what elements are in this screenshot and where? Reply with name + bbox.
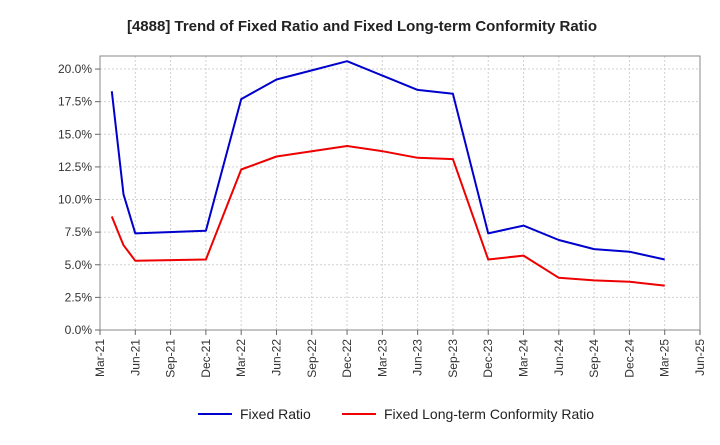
x-tick-label: Sep-21 xyxy=(164,339,178,378)
x-tick-label: Jun-25 xyxy=(693,339,707,376)
legend-label-fixed-ratio: Fixed Ratio xyxy=(240,406,311,422)
x-tick-label: Mar-22 xyxy=(234,339,248,377)
y-tick-label: 15.0% xyxy=(58,127,92,141)
y-tick-label: 7.5% xyxy=(65,225,93,239)
x-tick-label: Dec-21 xyxy=(199,339,213,378)
x-tick-label: Dec-24 xyxy=(622,339,636,378)
legend: Fixed Ratio Fixed Long-term Conformity Ra… xyxy=(198,406,594,422)
grid-lines xyxy=(99,56,701,331)
x-tick-label: Sep-22 xyxy=(305,339,319,378)
x-tick-label: Mar-23 xyxy=(375,339,389,377)
x-tick-label: Jun-21 xyxy=(128,339,142,376)
y-tick-label: 5.0% xyxy=(65,258,93,272)
plot-area-frame xyxy=(99,55,701,331)
series-lines xyxy=(110,60,665,287)
y-tick-label: 2.5% xyxy=(65,290,93,304)
y-tick-label: 20.0% xyxy=(58,62,92,76)
series-line-fixed-ratio xyxy=(110,60,665,261)
x-tick-label: Mar-24 xyxy=(517,339,531,377)
x-tick-label: Sep-23 xyxy=(446,339,460,378)
y-tick-label: 12.5% xyxy=(58,160,92,174)
y-tick-label: 10.0% xyxy=(58,193,92,207)
x-tick-label: Jun-22 xyxy=(269,339,283,376)
series-line-fixed-long-term-conformity-ratio xyxy=(110,145,665,287)
chart-title: [4888] Trend of Fixed Ratio and Fixed Lo… xyxy=(127,18,597,35)
y-axis: 0.0% 2.5% 5.0% 7.5% 10.0% 12.5% 15.0% 17.5% 20.0… xyxy=(58,62,100,337)
x-tick-label: Dec-22 xyxy=(340,339,354,378)
x-tick-label: Sep-24 xyxy=(587,339,601,378)
legend-label-fixed-long-term-conformity-ratio: Fixed Long-term Conformity Ratio xyxy=(384,406,594,422)
x-tick-label: Jun-23 xyxy=(411,339,425,376)
x-tick-label: Mar-21 xyxy=(93,339,107,377)
x-tick-label: Dec-23 xyxy=(481,339,495,378)
x-tick-label: Jun-24 xyxy=(552,339,566,376)
x-tick-label: Mar-25 xyxy=(658,339,672,377)
x-axis: Mar-21 Jun-21 Sep-21 Dec-21 Mar-22 Jun-22 Sep-… xyxy=(93,330,707,378)
y-tick-label: 17.5% xyxy=(58,95,92,109)
y-tick-label: 0.0% xyxy=(65,323,93,337)
